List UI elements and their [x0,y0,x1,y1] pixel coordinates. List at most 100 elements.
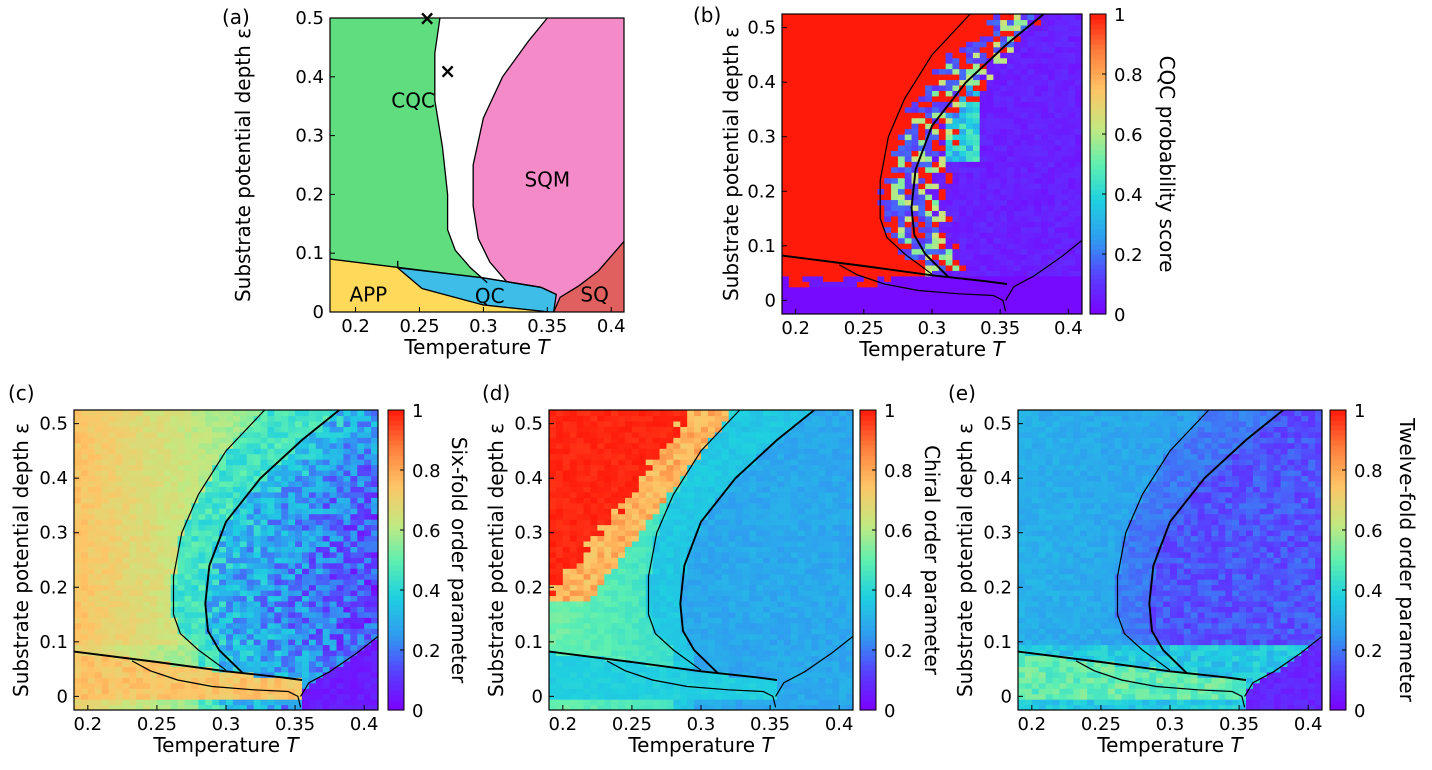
heatmap-cell [918,210,926,217]
heatmap-cell [288,682,296,689]
heatmap-cell [260,491,269,498]
region-label-qc: QC [475,284,505,308]
heatmap-cell [1047,177,1056,184]
heatmap-cell [136,431,144,438]
heatmap-cell [1007,79,1015,86]
heatmap-cell [843,281,851,288]
heatmap-cell [260,540,269,547]
heatmap-cell [918,24,926,31]
heatmap-cell [897,84,906,91]
heatmap-cell [1075,161,1082,168]
heatmap-cell [904,68,913,75]
heatmap-cell [115,480,123,487]
heatmap-cell [938,123,947,130]
heatmap-cell [302,442,310,449]
heatmap-cell [1068,139,1076,146]
heatmap-cell [863,166,872,173]
colorbar-segment [1090,54,1106,60]
heatmap-cell [877,243,885,250]
heatmap-cell [1020,19,1029,26]
heatmap-cell [986,52,994,59]
heatmap-cell [1020,117,1029,124]
heatmap-cell [1027,264,1035,271]
heatmap-cell [938,14,947,21]
heatmap-cell [364,666,372,673]
heatmap-cell [952,155,960,162]
heatmap-cell [1047,14,1056,21]
heatmap-cell [357,415,365,422]
heatmap-cell [156,546,165,553]
heatmap-cell [829,281,838,288]
heatmap-cell [870,286,879,293]
heatmap-cell [932,95,940,102]
heatmap-cell [295,546,303,553]
heatmap-cell [308,431,317,438]
heatmap-cell [364,573,372,580]
heatmap-cell [315,600,324,607]
heatmap-cell [904,123,913,130]
heatmap-cell [219,573,227,580]
heatmap-cell [1041,183,1049,190]
heatmap-cell [156,644,165,651]
heatmap-cell [1027,259,1035,266]
heatmap-cell [371,530,378,537]
heatmap-cell [822,237,831,244]
heatmap-cell [274,579,282,586]
heatmap-cell [101,655,110,662]
heatmap-cell [94,699,103,706]
heatmap-cell [315,606,324,613]
heatmap-cell [1047,74,1056,81]
heatmap-cell [952,177,960,184]
colorbar-segment [1090,19,1106,25]
heatmap-cell [843,308,851,314]
heatmap-cell [932,177,940,184]
heatmap-cell [371,431,378,438]
heatmap-cell [1054,259,1063,266]
heatmap-cell [336,606,345,613]
heatmap-cell [177,524,186,531]
heatmap-cell [1007,117,1015,124]
heatmap-cell [80,639,89,646]
heatmap-cell [816,30,824,37]
heatmap-cell [836,57,844,64]
heatmap-cell [156,584,165,591]
heatmap-cell [329,573,338,580]
heatmap-cell [884,68,892,75]
heatmap-cell [281,650,289,657]
heatmap-cell [191,524,199,531]
heatmap-cell [350,650,358,657]
heatmap-cell [267,590,275,597]
heatmap-cell [108,693,117,700]
heatmap-cell [911,57,919,64]
heatmap-cell [288,606,296,613]
heatmap-cell [1013,134,1022,141]
heatmap-cell [1020,275,1029,282]
heatmap-cell [1041,177,1049,184]
heatmap-cell [993,308,1001,314]
heatmap-cell [322,557,331,564]
heatmap-cell [986,63,994,70]
heatmap-cell [1068,57,1076,64]
heatmap-cell [336,426,345,433]
heatmap-cell [897,52,906,59]
heatmap-cell [122,470,130,477]
heatmap-cell [163,633,172,640]
heatmap-cell [829,46,838,53]
heatmap-cell [150,546,158,553]
heatmap-cell [219,502,227,509]
heatmap-cell [156,677,165,684]
heatmap-cell [959,221,967,228]
heatmap-cell [904,24,913,31]
heatmap-cell [863,90,872,97]
heatmap-cell [226,644,234,651]
heatmap-cell [143,410,151,417]
heatmap-cell [911,194,919,201]
heatmap-cell [966,161,974,168]
heatmap-cell [1007,106,1015,113]
heatmap-cell [1075,52,1082,59]
heatmap-cell [952,79,960,86]
heatmap-cell [782,303,790,310]
0-ytick-label: 0 [313,302,324,323]
heatmap-cell [857,139,865,146]
heatmap-cell [239,431,248,438]
